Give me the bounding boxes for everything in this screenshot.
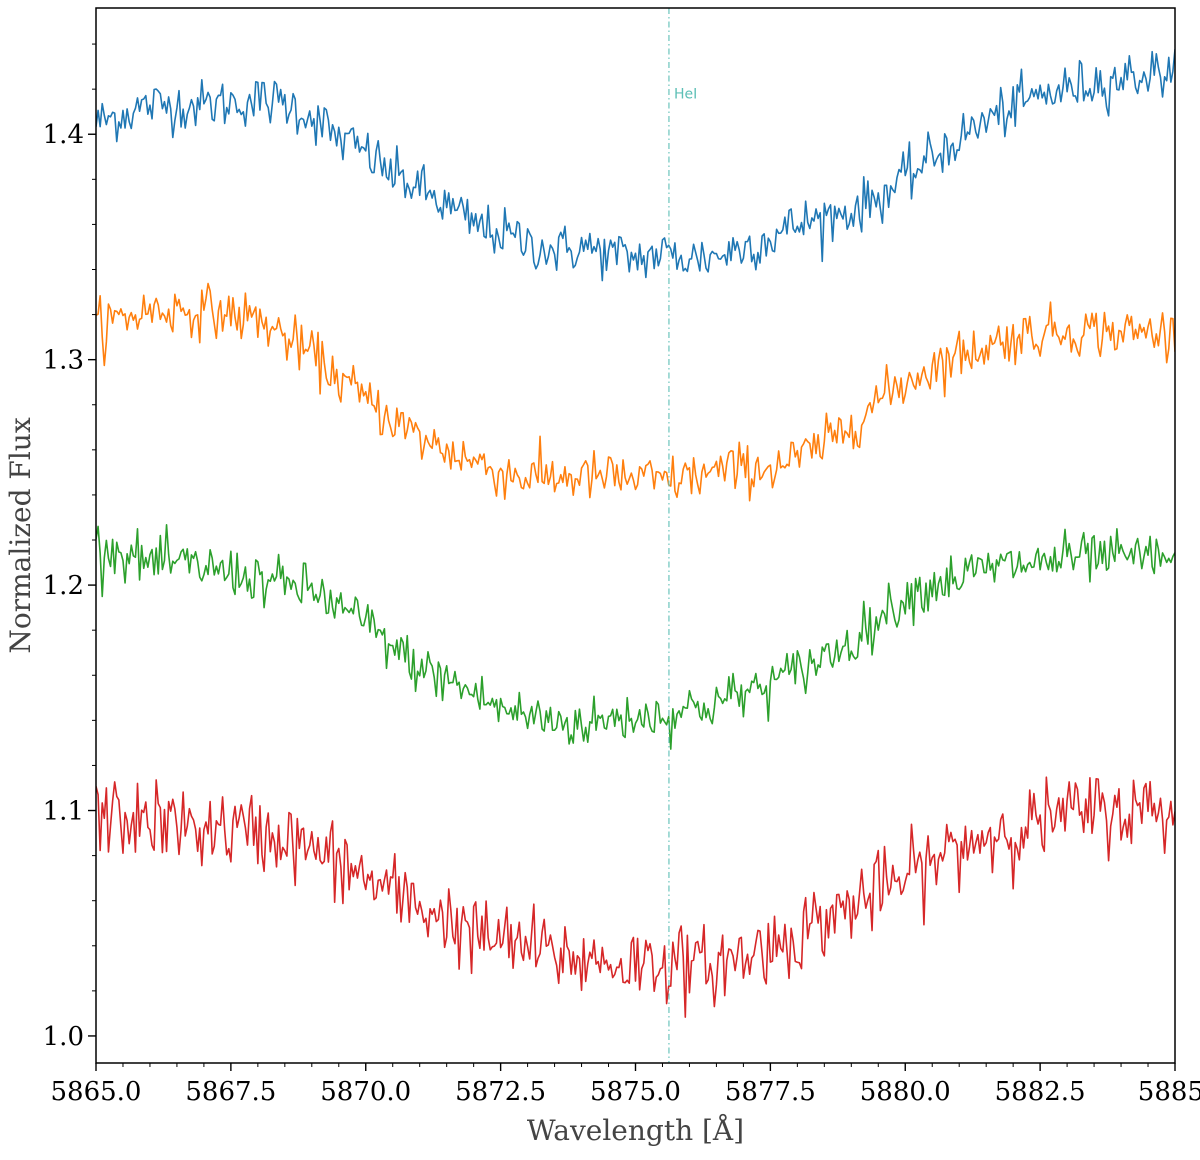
spectrum-line-4 [96, 776, 1175, 1018]
x-tick-label: 5875.0 [590, 1077, 681, 1107]
y-tick-label: 1.2 [43, 571, 84, 601]
x-axis-ticks: 5865.0 5867.5 5870.0 5872.5 5875.0 5877.5 5880… [51, 1063, 1200, 1107]
series-layer [96, 49, 1175, 1018]
line-marker-label: HeI [674, 87, 697, 103]
x-tick-label: 5885. [1138, 1077, 1200, 1107]
spectrum-line-2 [96, 282, 1175, 502]
x-axis-title: Wavelength [Å] [527, 1114, 744, 1147]
plot-frame [95, 7, 1176, 1064]
y-tick-label: 1.3 [43, 346, 84, 376]
y-axis-ticks: 1.0 1.1 1.2 1.3 1.4 [43, 43, 96, 1052]
spectrum-line-1 [96, 49, 1175, 282]
annotation-layer: HeI [668, 8, 697, 1063]
x-tick-label: 5865.0 [51, 1077, 142, 1107]
y-tick-label: 1.0 [43, 1022, 84, 1052]
x-tick-label: 5867.5 [185, 1077, 276, 1107]
spectrum-line-3 [96, 524, 1175, 750]
x-tick-label: 5872.5 [455, 1077, 546, 1107]
y-tick-label: 1.1 [43, 797, 84, 827]
y-axis-title: Normalized Flux [4, 417, 37, 653]
y-tick-label: 1.4 [43, 120, 84, 150]
x-tick-label: 5882.5 [995, 1077, 1086, 1107]
x-tick-label: 5870.0 [320, 1077, 411, 1107]
x-tick-label: 5880.0 [860, 1077, 951, 1107]
x-tick-label: 5877.5 [725, 1077, 816, 1107]
